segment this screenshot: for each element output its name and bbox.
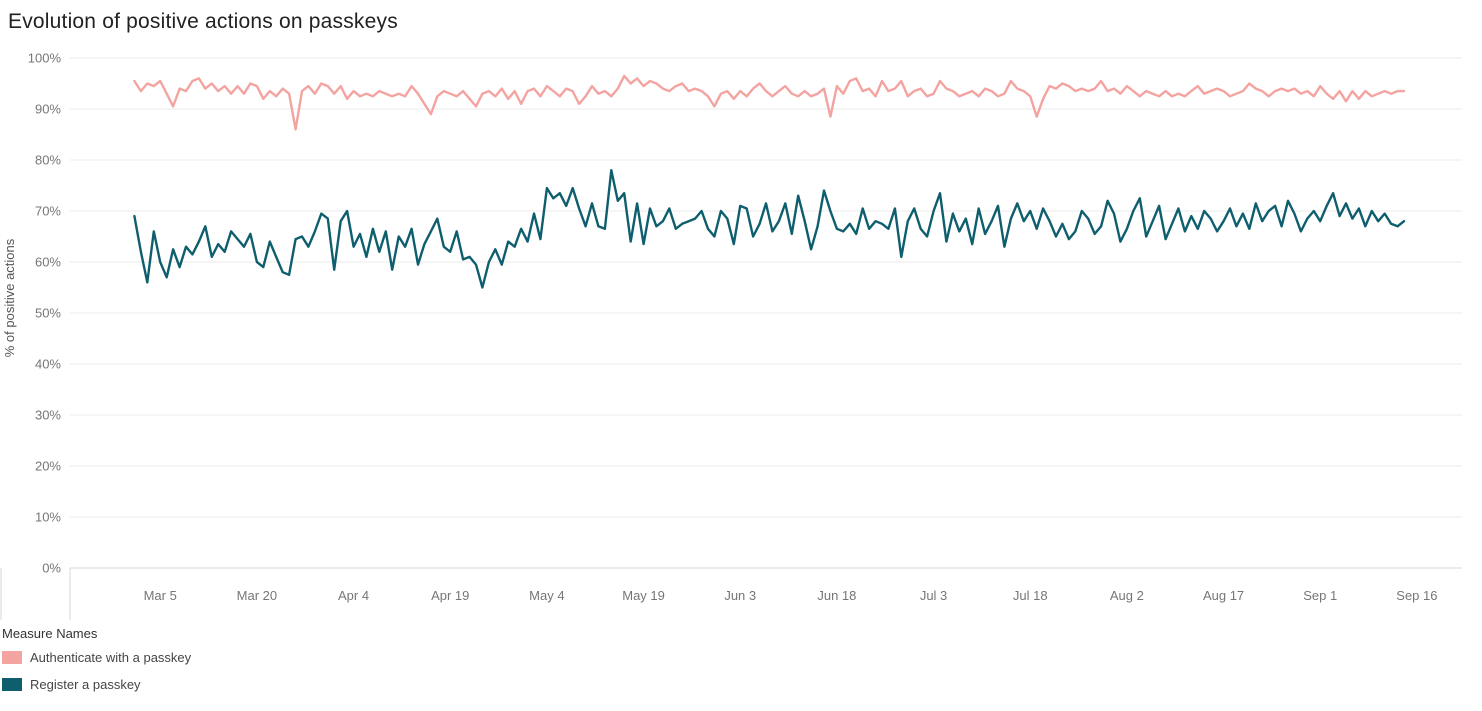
legend: Measure Names Authenticate with a passke… — [0, 626, 1482, 692]
x-tick-label: Aug 17 — [1203, 588, 1244, 603]
y-tick-label: 50% — [35, 306, 61, 321]
x-tick-label: Jul 18 — [1013, 588, 1048, 603]
x-tick-label: Sep 1 — [1303, 588, 1337, 603]
legend-swatch-authenticate — [2, 650, 22, 664]
y-tick-label: 80% — [35, 153, 61, 168]
legend-label-register: Register a passkey — [30, 676, 141, 692]
y-tick-label: 0% — [42, 561, 61, 576]
x-tick-label: Apr 4 — [338, 588, 369, 603]
y-tick-label: 100% — [28, 51, 62, 66]
y-tick-label: 30% — [35, 408, 61, 423]
legend-title: Measure Names — [2, 626, 98, 641]
x-tick-label: Jul 3 — [920, 588, 947, 603]
x-tick-label: Apr 19 — [431, 588, 469, 603]
y-tick-label: 70% — [35, 204, 61, 219]
y-tick-label: 10% — [35, 510, 61, 525]
y-tick-label: 60% — [35, 255, 61, 270]
legend-item-register[interactable]: Register a passkey — [2, 676, 1482, 692]
chart-title: Evolution of positive actions on passkey… — [8, 10, 398, 33]
y-tick-label: 40% — [35, 357, 61, 372]
x-tick-label: Aug 2 — [1110, 588, 1144, 603]
legend-item-authenticate[interactable]: Authenticate with a passkey — [2, 649, 1482, 665]
y-tick-label: 20% — [35, 459, 61, 474]
x-tick-label: Jun 18 — [817, 588, 856, 603]
x-tick-label: May 4 — [529, 588, 564, 603]
x-tick-label: Jun 3 — [724, 588, 756, 603]
series-line-register-a-passkey[interactable] — [133, 168, 1406, 289]
x-tick-label: May 19 — [622, 588, 665, 603]
y-tick-label: 90% — [35, 102, 61, 117]
legend-label-authenticate: Authenticate with a passkey — [30, 649, 192, 665]
x-tick-label: Mar 20 — [237, 588, 277, 603]
x-tick-label: Sep 16 — [1396, 588, 1437, 603]
line-chart: 0% 10% 20% 30% 40% 50% 60% 70% 80% 90% 100% Mar 5 Ma… — [0, 51, 1462, 620]
x-tick-label: Mar 5 — [144, 588, 177, 603]
legend-swatch-register — [2, 677, 22, 691]
y-axis-title: % of positive actions — [2, 238, 17, 357]
series-line-authenticate-with-a-passkey[interactable] — [133, 74, 1406, 131]
